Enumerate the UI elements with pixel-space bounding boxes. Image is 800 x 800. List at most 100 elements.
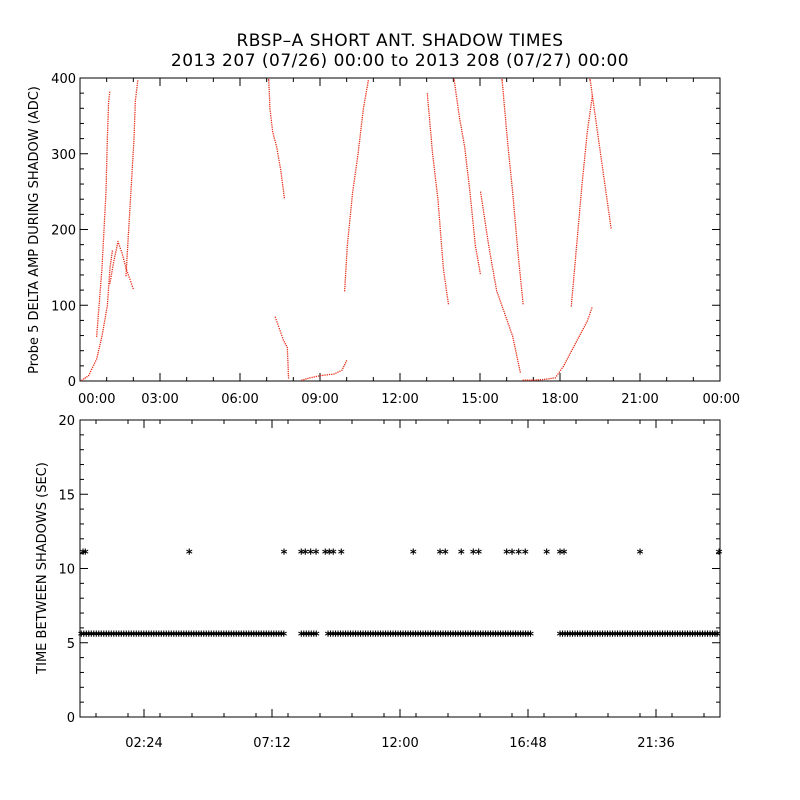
- top-data-point: [107, 120, 109, 123]
- bottom-data-point: *: [525, 629, 532, 644]
- top-data-point: [514, 346, 516, 348]
- top-data-point: [105, 169, 108, 171]
- top-data-point: [574, 266, 576, 268]
- top-data-point: [105, 309, 108, 311]
- top-data-point: [96, 335, 98, 337]
- top-data-point: [595, 120, 597, 122]
- top-data-point: [129, 197, 132, 199]
- top-data-point: [124, 265, 127, 267]
- bottom-data-point: *: [308, 629, 315, 644]
- bottom-data-point: *: [561, 548, 568, 563]
- bottom-data-point: *: [225, 629, 232, 644]
- bottom-data-point: *: [437, 629, 444, 644]
- top-data-point: [586, 137, 588, 139]
- top-data-point: [454, 84, 456, 86]
- bottom-data-point: *: [138, 629, 145, 644]
- bottom-data-point: *: [442, 629, 449, 644]
- top-data-point: [359, 136, 361, 138]
- top-data-point: [503, 310, 505, 313]
- top-data-point: [281, 181, 283, 184]
- top-x-tick-label: 00:00: [78, 392, 115, 407]
- top-data-point: [456, 98, 458, 100]
- top-data-point: [571, 300, 573, 303]
- top-data-point: [284, 343, 286, 345]
- top-data-point: [508, 160, 511, 162]
- top-data-point: [595, 118, 597, 120]
- top-data-point: [101, 269, 103, 271]
- top-data-point: [363, 101, 366, 104]
- top-data-point: [472, 218, 474, 220]
- top-data-point: [102, 249, 104, 251]
- top-data-point: [526, 379, 529, 381]
- top-data-point: [313, 376, 315, 378]
- top-data-point: [107, 127, 109, 129]
- top-data-point: [286, 353, 289, 355]
- bottom-data-point: *: [509, 548, 516, 563]
- top-data-point: [282, 184, 284, 186]
- top-data-point: [598, 142, 600, 144]
- top-data-point: [127, 246, 129, 249]
- top-data-point: [517, 362, 520, 365]
- top-data-point: [276, 150, 279, 152]
- bottom-data-point: *: [634, 629, 641, 644]
- bottom-data-point: *: [355, 629, 362, 644]
- top-data-point: [504, 312, 506, 315]
- top-data-point: [345, 360, 348, 362]
- top-data-point: [434, 171, 436, 173]
- top-data-point: [603, 178, 605, 180]
- top-data-point: [283, 341, 285, 343]
- top-data-point: [515, 350, 517, 352]
- top-data-point: [102, 329, 104, 331]
- bottom-data-point: *: [667, 629, 674, 644]
- top-data-point: [582, 175, 584, 177]
- bottom-data-point: *: [255, 629, 262, 644]
- bottom-data-point: *: [98, 629, 105, 644]
- top-data-point: [106, 305, 108, 307]
- top-data-point: [114, 255, 116, 257]
- top-data-point: [590, 102, 592, 104]
- bottom-data-point: *: [110, 629, 117, 644]
- top-data-point: [131, 166, 133, 168]
- top-data-point: [428, 114, 430, 117]
- bottom-x-tick-label: 16:48: [509, 736, 546, 751]
- top-data-point: [473, 229, 475, 231]
- top-data-point: [97, 322, 99, 324]
- top-data-point: [126, 253, 128, 255]
- top-data-point: [126, 259, 128, 262]
- top-data-point: [106, 154, 108, 156]
- top-data-point: [430, 136, 432, 138]
- top-data-point: [591, 91, 593, 93]
- bottom-y-axis-label: TIME BETWEEN SHADOWS (SEC): [35, 462, 50, 675]
- bottom-data-point: *: [712, 629, 719, 644]
- top-data-point: [429, 125, 431, 127]
- top-data-point: [516, 239, 518, 241]
- top-data-point: [130, 281, 132, 283]
- top-data-point: [585, 142, 587, 144]
- top-data-point: [361, 114, 364, 117]
- top-data-point: [472, 227, 475, 229]
- bottom-data-point: *: [458, 548, 465, 563]
- top-data-point: [537, 379, 539, 381]
- top-data-point: [511, 187, 513, 189]
- top-data-point: [580, 192, 582, 194]
- top-data-point: [439, 227, 441, 230]
- top-data-point: [431, 145, 433, 147]
- top-data-point: [514, 217, 516, 219]
- bottom-data-point: *: [153, 629, 160, 644]
- top-data-point: [346, 251, 348, 253]
- top-data-point: [99, 296, 101, 298]
- top-data-point: [445, 285, 447, 287]
- bottom-data-point: *: [410, 629, 417, 644]
- bottom-data-point: *: [420, 629, 427, 644]
- top-data-point: [287, 355, 289, 357]
- top-data-point: [108, 283, 110, 285]
- top-data-point: [136, 84, 138, 87]
- top-data-point: [128, 227, 130, 229]
- top-data-point: [493, 275, 495, 277]
- bottom-data-point: *: [557, 629, 564, 644]
- bottom-data-point: *: [80, 548, 87, 563]
- bottom-data-point: *: [340, 629, 347, 644]
- top-data-point: [469, 196, 472, 198]
- top-data-point: [518, 263, 520, 265]
- top-data-point: [133, 131, 135, 134]
